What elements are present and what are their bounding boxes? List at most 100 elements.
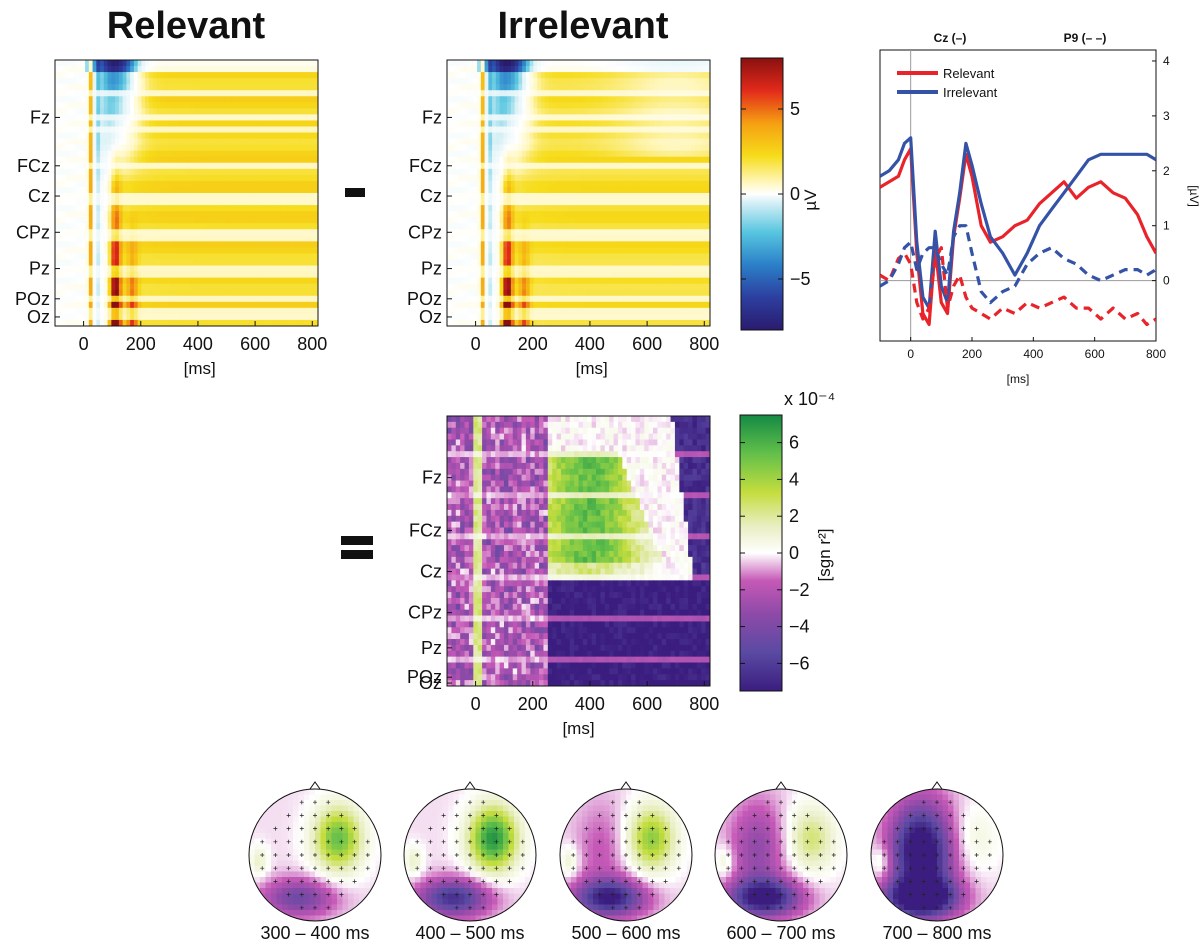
heatmap-cell [669, 60, 673, 67]
heatmap-cell [111, 127, 115, 134]
heatmap-cell [265, 223, 269, 230]
heatmap-cell [548, 133, 552, 140]
heatmap-cell [138, 90, 142, 97]
heatmap-cell [126, 235, 130, 242]
heatmap-cell [533, 217, 537, 224]
heatmap-cell [515, 78, 519, 85]
heatmap-cell [533, 163, 537, 170]
heatmap-cell [466, 187, 470, 194]
heatmap-cell [702, 187, 706, 194]
heatmap-cell [616, 163, 620, 170]
heatmap-cell [70, 127, 74, 134]
heatmap-cell [295, 90, 299, 97]
heatmap-cell [657, 157, 661, 164]
heatmap-cell [250, 133, 254, 140]
heatmap-cell [699, 102, 703, 109]
heatmap-cell [220, 66, 224, 73]
heatmap-cell [672, 120, 676, 127]
heatmap-cell [232, 96, 236, 103]
heatmap-cell [119, 284, 123, 291]
heatmap-cell [171, 157, 175, 164]
heatmap-cell [111, 187, 115, 194]
heatmap-cell [115, 308, 119, 315]
heatmap-cell [458, 211, 462, 218]
heatmap-cell [111, 78, 115, 85]
heatmap-cell [250, 241, 254, 248]
heatmap-cell [93, 278, 97, 285]
heatmap-cell [307, 217, 311, 224]
heatmap-cell [646, 102, 650, 109]
heatmap-cell [601, 84, 605, 91]
heatmap-cell [631, 66, 635, 73]
heatmap-cell [518, 217, 522, 224]
heatmap-cell [265, 266, 269, 273]
heatmap-cell [96, 247, 100, 254]
heatmap-cell [288, 302, 292, 309]
heatmap-cell [239, 78, 243, 85]
heatmap-cell [74, 247, 78, 254]
heatmap-cell [695, 127, 699, 134]
heatmap-cell [597, 193, 601, 200]
heatmap-cell [156, 193, 160, 200]
heatmap-cell [462, 60, 466, 67]
heatmap-cell [485, 169, 489, 176]
heatmap-cell [295, 181, 299, 188]
heatmap-cell [217, 266, 221, 273]
heatmap-cell [665, 163, 669, 170]
heatmap-cell [55, 127, 59, 134]
heatmap-cell [485, 127, 489, 134]
heatmap-cell [96, 235, 100, 242]
heatmap-cell [496, 90, 500, 97]
heatmap-cell [635, 157, 639, 164]
heatmap-cell [138, 145, 142, 152]
heatmap-cell [160, 187, 164, 194]
heatmap-cell [250, 290, 254, 297]
heatmap-cell [126, 66, 130, 73]
heatmap-cell [269, 84, 273, 91]
heatmap-cell [273, 272, 277, 279]
heatmap-cell [179, 102, 183, 109]
heatmap-cell [687, 96, 691, 103]
heatmap-cell [575, 145, 579, 152]
heatmap-cell [477, 199, 481, 206]
heatmap-cell [194, 314, 198, 321]
heatmap-cell [175, 84, 179, 91]
heatmap-cell [661, 102, 665, 109]
heatmap-cell [702, 199, 706, 206]
heatmap-cell [239, 163, 243, 170]
heatmap-cell [299, 266, 303, 273]
heatmap-cell [78, 284, 82, 291]
heatmap-cell [702, 175, 706, 182]
heatmap-cell [273, 253, 277, 260]
heatmap-cell [66, 290, 70, 297]
heatmap-cell [265, 120, 269, 127]
heatmap-cell [488, 96, 492, 103]
heatmap-cell [526, 90, 530, 97]
heatmap-cell [96, 217, 100, 224]
heatmap-cell [571, 90, 575, 97]
heatmap-cell [134, 169, 138, 176]
heatmap-cell [616, 205, 620, 212]
heatmap-cell [190, 217, 194, 224]
heatmap-cell [627, 114, 631, 121]
heatmap-cell [254, 211, 258, 218]
heatmap-cell [138, 169, 142, 176]
heatmap-cell [115, 120, 119, 127]
heatmap-cell [684, 114, 688, 121]
heatmap-cell [631, 151, 635, 158]
heatmap-cell [183, 302, 187, 309]
heatmap-cell [601, 205, 605, 212]
heatmap-cell [470, 205, 474, 212]
heatmap-cell [141, 120, 145, 127]
heatmap-cell [202, 193, 206, 200]
heatmap-cell [657, 60, 661, 67]
heatmap-cell [665, 114, 669, 121]
heatmap-cell [526, 163, 530, 170]
heatmap-cell [104, 290, 108, 297]
heatmap-cell [265, 272, 269, 279]
heatmap-cell [187, 181, 191, 188]
heatmap-cell [612, 187, 616, 194]
heatmap-cell [605, 199, 609, 206]
heatmap-cell [650, 90, 654, 97]
heatmap-cell [654, 199, 658, 206]
